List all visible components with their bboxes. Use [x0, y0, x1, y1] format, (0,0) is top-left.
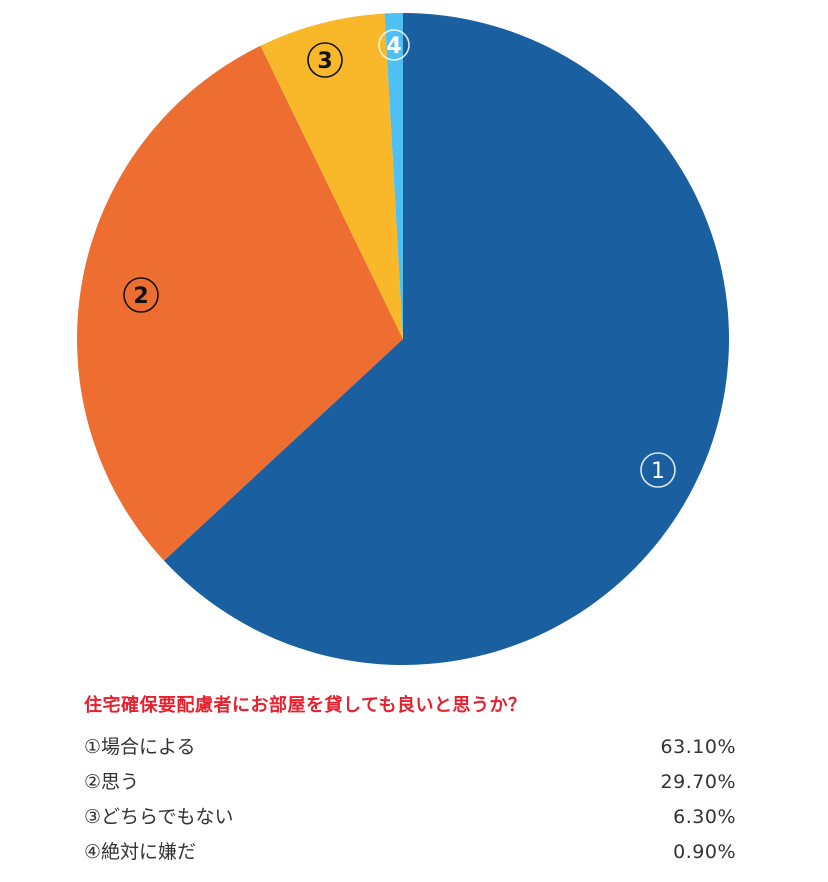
legend-label: ③どちらでもない: [84, 806, 234, 828]
legend-label: ①場合による: [84, 736, 196, 758]
legend-value: 0.90%: [673, 841, 736, 863]
pie-chart: 1 2 3 4: [77, 13, 730, 665]
slice-label-2: 2: [123, 277, 159, 313]
pie-slice-2: [77, 45, 403, 561]
legend-value: 6.30%: [673, 806, 736, 828]
legend: ①場合による 63.10% ②思う 29.70% ③どちらでもない 6.30% …: [84, 733, 736, 873]
legend-label: ②思う: [84, 771, 140, 793]
pie-slice-3: [260, 13, 403, 340]
chart-title: 住宅確保要配慮者にお部屋を貸しても良いと思うか？: [84, 695, 527, 716]
legend-row-2: ②思う 29.70%: [84, 768, 736, 803]
svg-text:4: 4: [386, 34, 401, 59]
legend-value: 63.10%: [660, 736, 736, 758]
svg-text:2: 2: [133, 284, 148, 309]
pie-slice-1: [163, 13, 730, 665]
svg-text:3: 3: [317, 49, 332, 74]
legend-row-4: ④絶対に嫌だ 0.90%: [84, 838, 736, 873]
legend-row-3: ③どちらでもない 6.30%: [84, 803, 736, 838]
svg-text:1: 1: [651, 459, 665, 484]
legend-label: ④絶対に嫌だ: [84, 841, 197, 863]
slice-label-4: 4: [378, 29, 410, 61]
slice-label-1: 1: [640, 452, 676, 488]
pie-slice-4: [384, 13, 403, 339]
slice-label-3: 3: [307, 42, 343, 78]
legend-row-1: ①場合による 63.10%: [84, 733, 736, 768]
legend-value: 29.70%: [660, 771, 736, 793]
